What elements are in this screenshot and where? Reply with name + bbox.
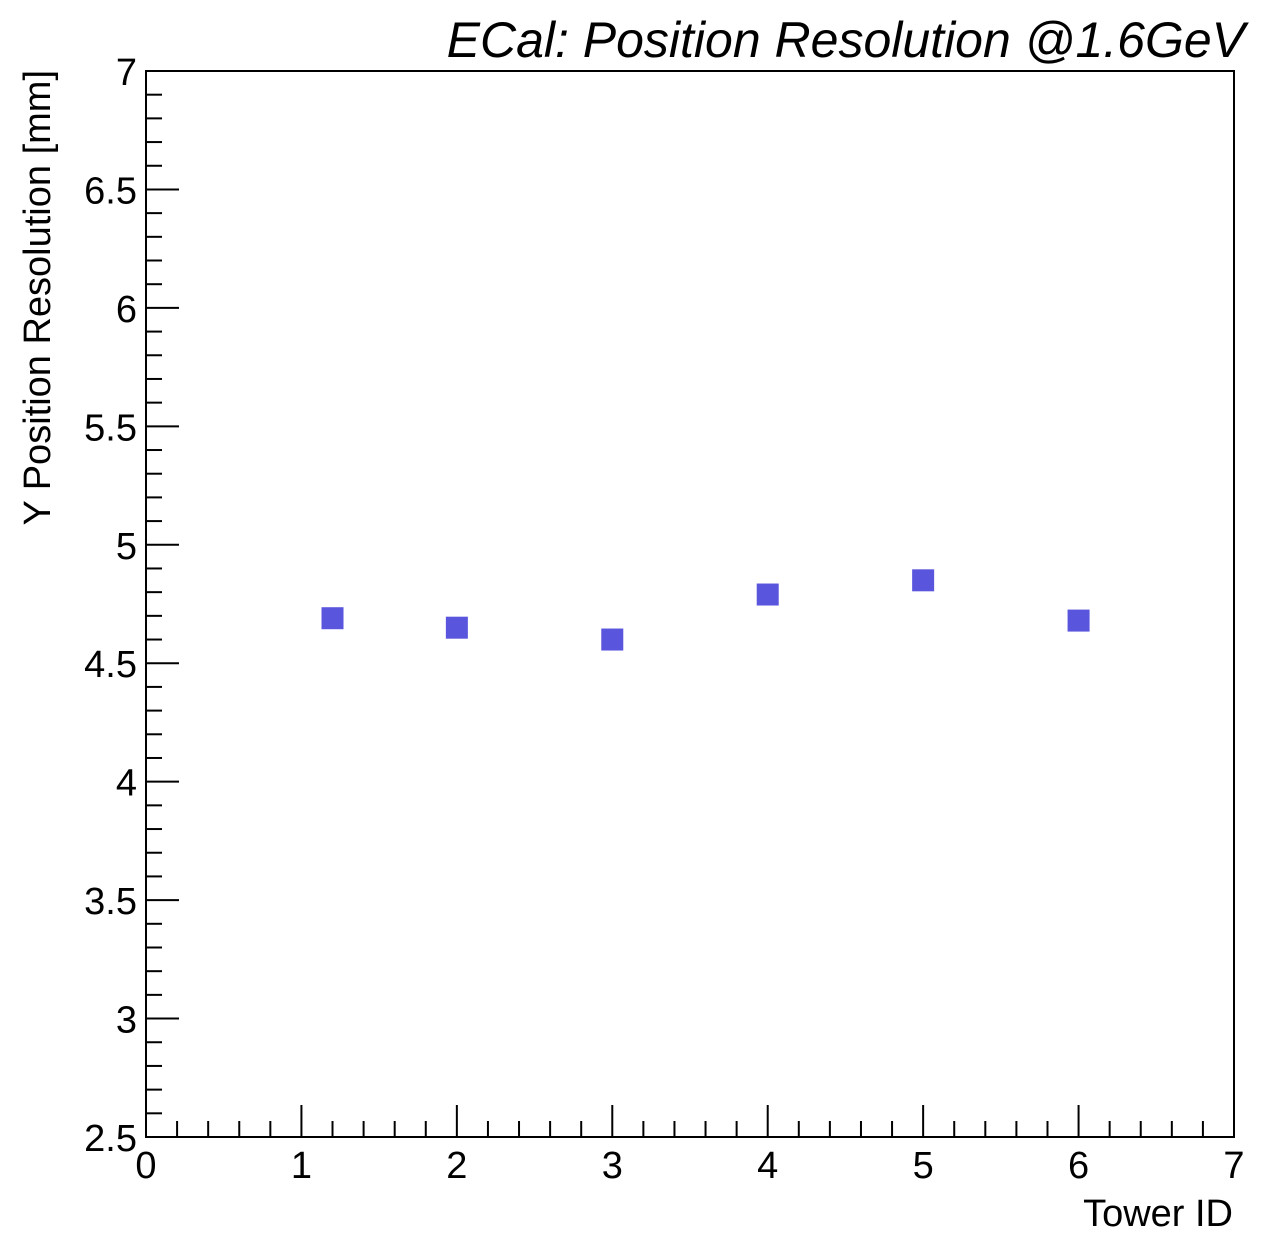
y-axis — [146, 70, 179, 1138]
data-point — [601, 628, 624, 651]
data-point — [445, 616, 468, 639]
y-axis-label: Y Position Resolution [mm] — [17, 70, 59, 526]
data-points — [321, 569, 1090, 651]
x-tick-label: 4 — [757, 1145, 778, 1187]
plot-frame — [145, 70, 1235, 1138]
data-point — [756, 583, 779, 606]
x-tick-label: 1 — [291, 1145, 312, 1187]
data-point — [912, 569, 935, 592]
y-tick-label: 4.5 — [84, 644, 137, 686]
y-tick-label: 7 — [116, 52, 137, 94]
x-tick-label: 7 — [1223, 1145, 1244, 1187]
x-tick-label: 6 — [1068, 1145, 1089, 1187]
y-tick-label: 5.5 — [84, 407, 137, 449]
x-tick-label: 5 — [913, 1145, 934, 1187]
data-point — [1067, 609, 1090, 632]
y-tick-label: 6.5 — [84, 170, 137, 212]
chart-title: ECal: Position Resolution @1.6GeV — [447, 12, 1250, 68]
y-tick-label: 5 — [116, 526, 137, 568]
x-tick-label: 2 — [446, 1145, 467, 1187]
y-tick-label: 6 — [116, 289, 137, 331]
y-tick-label: 4 — [116, 763, 137, 805]
y-tick-label: 3 — [116, 1000, 137, 1042]
x-tick-label: 3 — [602, 1145, 623, 1187]
y-tick-label: 2.5 — [84, 1118, 137, 1160]
x-tick-labels: 0 1 2 3 4 5 6 7 — [135, 1145, 1244, 1187]
x-axis-label: Tower ID — [1083, 1193, 1233, 1235]
x-tick-label: 0 — [135, 1145, 156, 1187]
data-point — [321, 607, 344, 630]
y-tick-labels: 2.5 3 3.5 4 4.5 5 5.5 6 6.5 7 — [84, 52, 137, 1160]
x-axis — [145, 1105, 1235, 1137]
y-tick-label: 3.5 — [84, 881, 137, 923]
